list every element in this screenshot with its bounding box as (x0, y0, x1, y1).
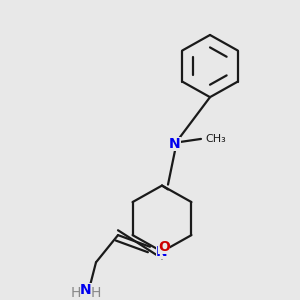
Text: N: N (80, 283, 92, 296)
Text: H: H (71, 286, 81, 300)
Text: H: H (91, 286, 101, 300)
Text: N: N (156, 244, 168, 259)
Text: CH₃: CH₃ (205, 134, 226, 144)
Text: N: N (169, 137, 181, 151)
Text: O: O (158, 240, 170, 254)
